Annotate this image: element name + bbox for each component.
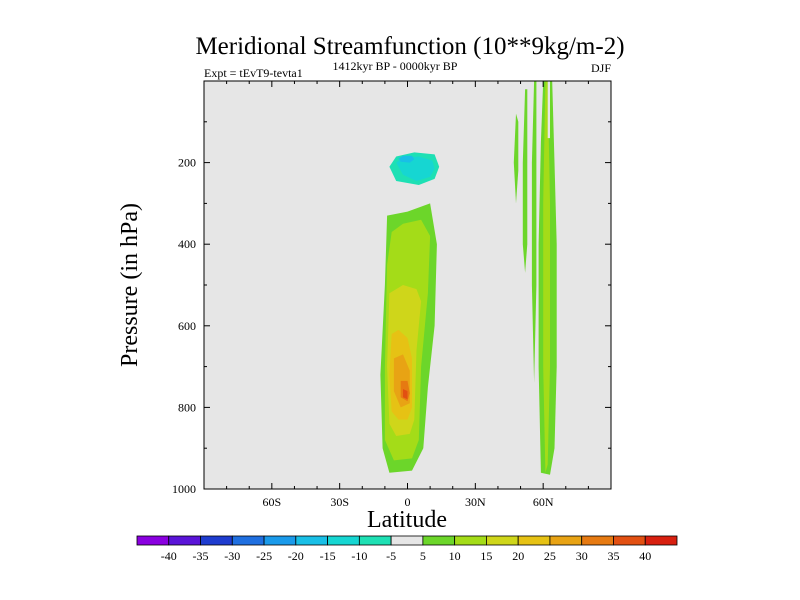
nh-polar-negative-band-21: [592, 301, 596, 383]
colorbar-swatch: [390, 535, 424, 546]
colorbar-swatch: [327, 535, 360, 546]
colorbar-swatch: [200, 535, 233, 546]
colorbar-label: -35: [193, 549, 209, 563]
x-axis-label: Latitude: [367, 507, 447, 533]
colorbar-label: -15: [320, 549, 336, 563]
colorbar-swatch: [168, 535, 201, 546]
y-tick-label: 400: [178, 237, 196, 251]
colorbar-label: 35: [608, 549, 620, 563]
colorbar-swatch: [613, 535, 646, 546]
colorbar-swatch: [486, 535, 519, 546]
season-label: DJF: [591, 61, 611, 75]
x-tick-label: 30S: [330, 495, 349, 509]
colorbar-swatch: [231, 535, 265, 546]
colorbar-swatch: [454, 535, 487, 546]
colorbar-label: 30: [576, 549, 588, 563]
colorbar-swatch: [358, 535, 392, 546]
y-axis-label: Pressure (in hPa): [117, 203, 143, 367]
colorbar-label: 15: [480, 549, 492, 563]
colorbar-label: -20: [288, 549, 304, 563]
x-tick-label: 0: [405, 495, 411, 509]
chart-title: Meridional Streamfunction (10**9kg/m-2): [195, 33, 624, 60]
nh-high-latitude-positive-band-18: [522, 89, 528, 273]
colorbar-label: 25: [544, 549, 556, 563]
nh-high-latitude-positive-band-17: [513, 113, 519, 204]
upper-tropical-negative-cell-2: [396, 156, 435, 181]
nh-high-latitude-negative-band-20: [547, 81, 550, 139]
colorbar-label: -40: [161, 549, 177, 563]
period-subtitle: 1412kyr BP - 0000kyr BP: [333, 59, 458, 73]
y-tick-label: 800: [178, 400, 196, 414]
colorbar-label: -5: [386, 549, 396, 563]
colorbar-swatch: [295, 535, 328, 546]
experiment-label: Expt = tEvT9-tevta1: [204, 66, 303, 80]
upper-tropical-negative-cell-3: [398, 155, 415, 163]
y-tick-label: 1000: [172, 482, 196, 496]
colorbar-swatch: [422, 535, 456, 546]
nh-subtropical-negative-cell-11: [455, 183, 467, 410]
colorbar: -40 -35 -30 -25 -20 -15 -10 -5 5 10 15 20 25 30 35 40: [136, 535, 678, 563]
colorbar-swatch: [549, 535, 583, 546]
x-tick-label: 30N: [465, 495, 486, 509]
y-tick-label: 200: [178, 156, 196, 170]
colorbar-label: 10: [449, 549, 461, 563]
colorbar-swatch: [136, 535, 170, 546]
nh-high-latitude-positive-band-16: [543, 81, 550, 473]
tropical-positive-cell-10: [403, 389, 408, 400]
colorbar-label: 5: [420, 549, 426, 563]
colorbar-label: -25: [256, 549, 272, 563]
sh-high-latitude-negative-band-12: [251, 105, 256, 432]
sh-high-latitude-negative-band-13: [262, 162, 268, 453]
colorbar-swatch: [644, 535, 678, 546]
y-tick-label: 600: [178, 319, 196, 333]
nh-high-latitude-positive-band-19: [531, 81, 537, 383]
colorbar-swatch: [263, 535, 297, 546]
colorbar-label: 40: [639, 549, 651, 563]
axis-ticks: 60S 30S 0 30N 60N 200 400 600 800 1000: [172, 81, 611, 509]
sh-high-latitude-negative-band-14: [262, 81, 266, 104]
colorbar-label: -10: [351, 549, 367, 563]
colorbar-swatch: [581, 535, 614, 546]
colorbar-label: -30: [224, 549, 240, 563]
x-tick-label: 60S: [262, 495, 281, 509]
contour-regions: [251, 81, 596, 475]
colorbar-swatch: [517, 535, 551, 546]
x-tick-label: 60N: [533, 495, 554, 509]
colorbar-label: 20: [512, 549, 524, 563]
